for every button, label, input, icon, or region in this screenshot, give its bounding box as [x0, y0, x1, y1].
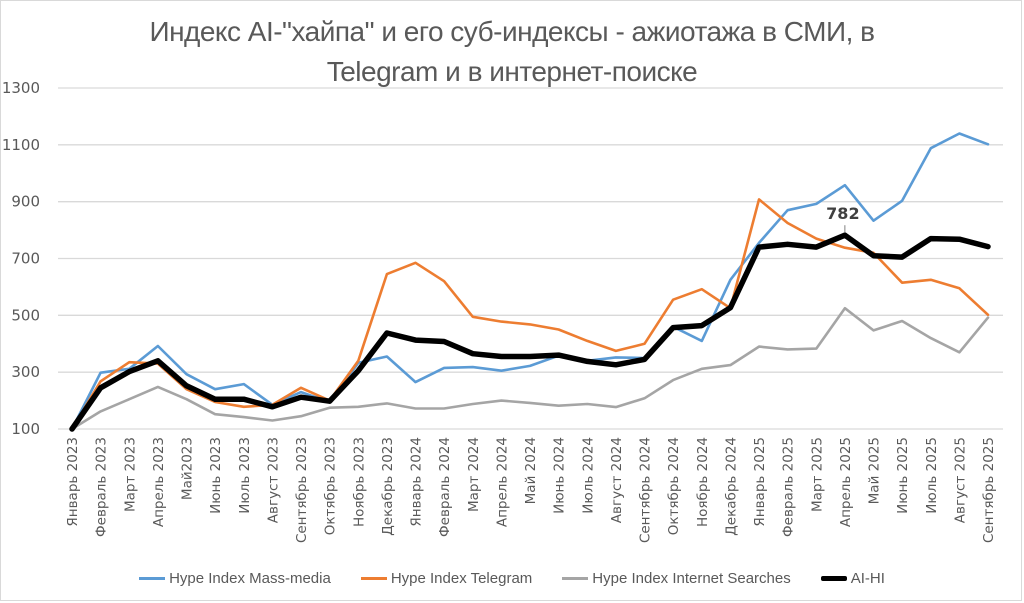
legend-item-mass-media[interactable]: Hype Index Mass-media — [139, 570, 331, 587]
y-tick-label: 700 — [11, 250, 40, 268]
x-tick-label: Июнь 2024 — [552, 437, 568, 514]
x-tick-label: Сентябрь 2024 — [638, 437, 654, 543]
y-tick-label: 1100 — [2, 136, 40, 154]
x-tick-label: Апрель 2024 — [494, 437, 510, 527]
x-axis: Январь 2023 Февраль 2023 Март 2023 Апрель 2… — [65, 437, 997, 543]
chart-title-line-1: Индекс AI-"хайпа" и его суб-индексы - аж… — [149, 16, 875, 47]
x-tick-label: Сентябрь 2023 — [294, 437, 310, 543]
x-tick-label: Декабрь 2023 — [380, 437, 396, 536]
y-axis: 100 300 500 700 900 1100 1300 — [2, 79, 40, 438]
y-tick-label: 500 — [11, 306, 40, 324]
chart-title: Индекс AI-"хайпа" и его суб-индексы - аж… — [0, 12, 1024, 92]
y-tick-label: 900 — [11, 193, 40, 211]
x-tick-label: Июнь 2025 — [895, 437, 911, 514]
x-tick-label: Январь 2023 — [65, 437, 81, 527]
series-lines — [69, 132, 991, 432]
legend-item-telegram[interactable]: Hype Index Telegram — [360, 569, 533, 587]
x-tick-label: Ноябрь 2023 — [351, 437, 367, 527]
x-tick-label: Декабрь 2024 — [723, 437, 739, 536]
chart-title-line-2: Telegram и в интернет-поиске — [326, 56, 698, 87]
legend-swatch-mass-media — [139, 576, 166, 580]
legend-swatch-ai-hi — [820, 575, 847, 581]
x-tick-label: Август 2025 — [952, 437, 968, 523]
x-tick-label: Октябрь 2023 — [323, 437, 339, 535]
legend-label-internet-searches: Hype Index Internet Searches — [592, 569, 791, 587]
x-tick-label: Апрель 2025 — [838, 437, 854, 527]
legend-swatch-telegram — [360, 576, 387, 580]
x-tick-label: Апрель 2023 — [151, 437, 167, 527]
data-label-ai-hi-peak: 782 — [826, 204, 859, 223]
x-tick-label: Январь 2025 — [752, 437, 768, 527]
x-tick-label: Октябрь 2024 — [666, 437, 682, 535]
x-tick-label: Май 2025 — [867, 437, 883, 504]
x-tick-label: Июль 2024 — [580, 437, 596, 514]
x-tick-label: Май 2024 — [523, 437, 539, 504]
x-tick-label: Март 2023 — [122, 437, 138, 512]
y-tick-label: 300 — [11, 363, 40, 381]
x-tick-label: Июль 2023 — [237, 437, 253, 514]
y-tick-label: 1300 — [2, 79, 40, 97]
legend-item-internet-searches[interactable]: Hype Index Internet Searches — [562, 569, 791, 587]
x-tick-label: Август 2023 — [265, 437, 281, 523]
x-tick-label: Июль 2025 — [924, 437, 940, 514]
legend-label-ai-hi: AI-HI — [850, 569, 885, 587]
series-line-hype-index-internet-searches[interactable] — [70, 306, 990, 431]
x-tick-label: Сентябрь 2025 — [981, 437, 997, 543]
annotations: 782 — [826, 204, 860, 233]
legend-item-ai-hi[interactable]: AI-HI — [820, 569, 885, 587]
x-tick-label: Июнь 2023 — [208, 437, 224, 514]
series-line-hype-index-telegram[interactable] — [70, 198, 990, 431]
x-tick-label: Ноябрь 2024 — [695, 437, 711, 527]
x-tick-label: Март 2025 — [809, 437, 825, 512]
x-tick-label: Март 2024 — [466, 437, 482, 512]
x-tick-label: Февраль 2024 — [437, 437, 453, 537]
x-tick-label: Январь 2024 — [409, 437, 425, 527]
legend-swatch-internet-searches — [562, 576, 589, 580]
legend: Hype Index Mass-media Hype Index Telegra… — [0, 566, 1024, 590]
x-tick-label: Май2023 — [180, 437, 196, 500]
gridlines — [58, 87, 1003, 430]
x-tick-label: Февраль 2023 — [94, 437, 110, 537]
x-tick-label: Август 2024 — [609, 437, 625, 523]
y-tick-label: 100 — [11, 420, 40, 438]
legend-label-mass-media: Hype Index Mass-media — [169, 569, 331, 587]
x-tick-label: Февраль 2025 — [781, 437, 797, 537]
legend-label-telegram: Hype Index Telegram — [390, 569, 533, 587]
series-line-ai-hi[interactable] — [69, 232, 991, 432]
series-line-hype-index-mass-media[interactable] — [70, 132, 990, 431]
